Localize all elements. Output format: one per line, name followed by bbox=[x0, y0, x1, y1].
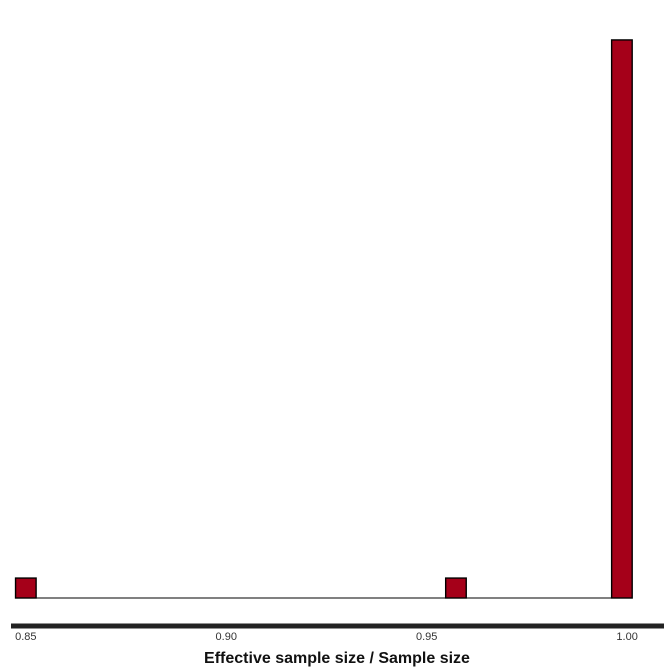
x-axis-title: Effective sample size / Sample size bbox=[204, 650, 470, 667]
histogram-bar bbox=[610, 39, 633, 599]
x-tick-label: 1.00 bbox=[616, 631, 637, 643]
x-tick-label: 0.90 bbox=[216, 631, 237, 643]
histogram-bars bbox=[14, 39, 633, 599]
histogram-bar bbox=[444, 577, 467, 599]
x-axis-ticks: 0.85 0.90 0.95 1.00 bbox=[15, 631, 638, 643]
x-tick-label: 0.85 bbox=[15, 631, 36, 643]
x-tick-label: 0.95 bbox=[416, 631, 437, 643]
histogram-bar bbox=[14, 577, 37, 599]
